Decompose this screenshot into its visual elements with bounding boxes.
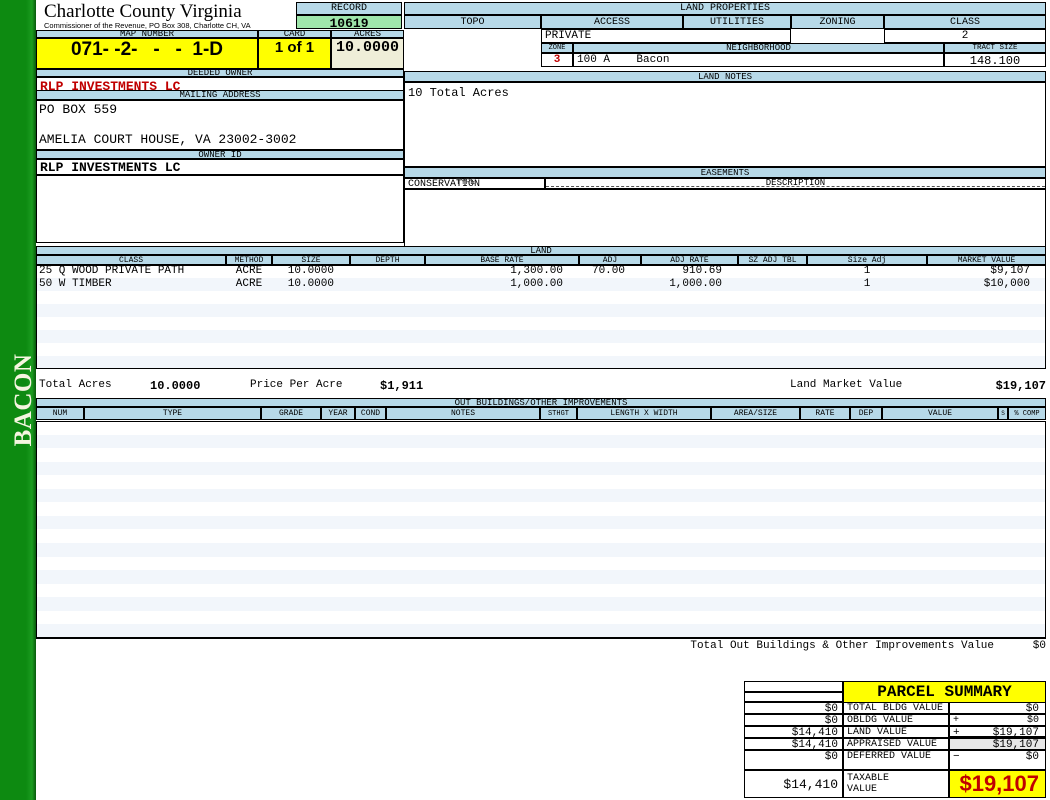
svg-text:BACON: BACON (10, 354, 37, 447)
